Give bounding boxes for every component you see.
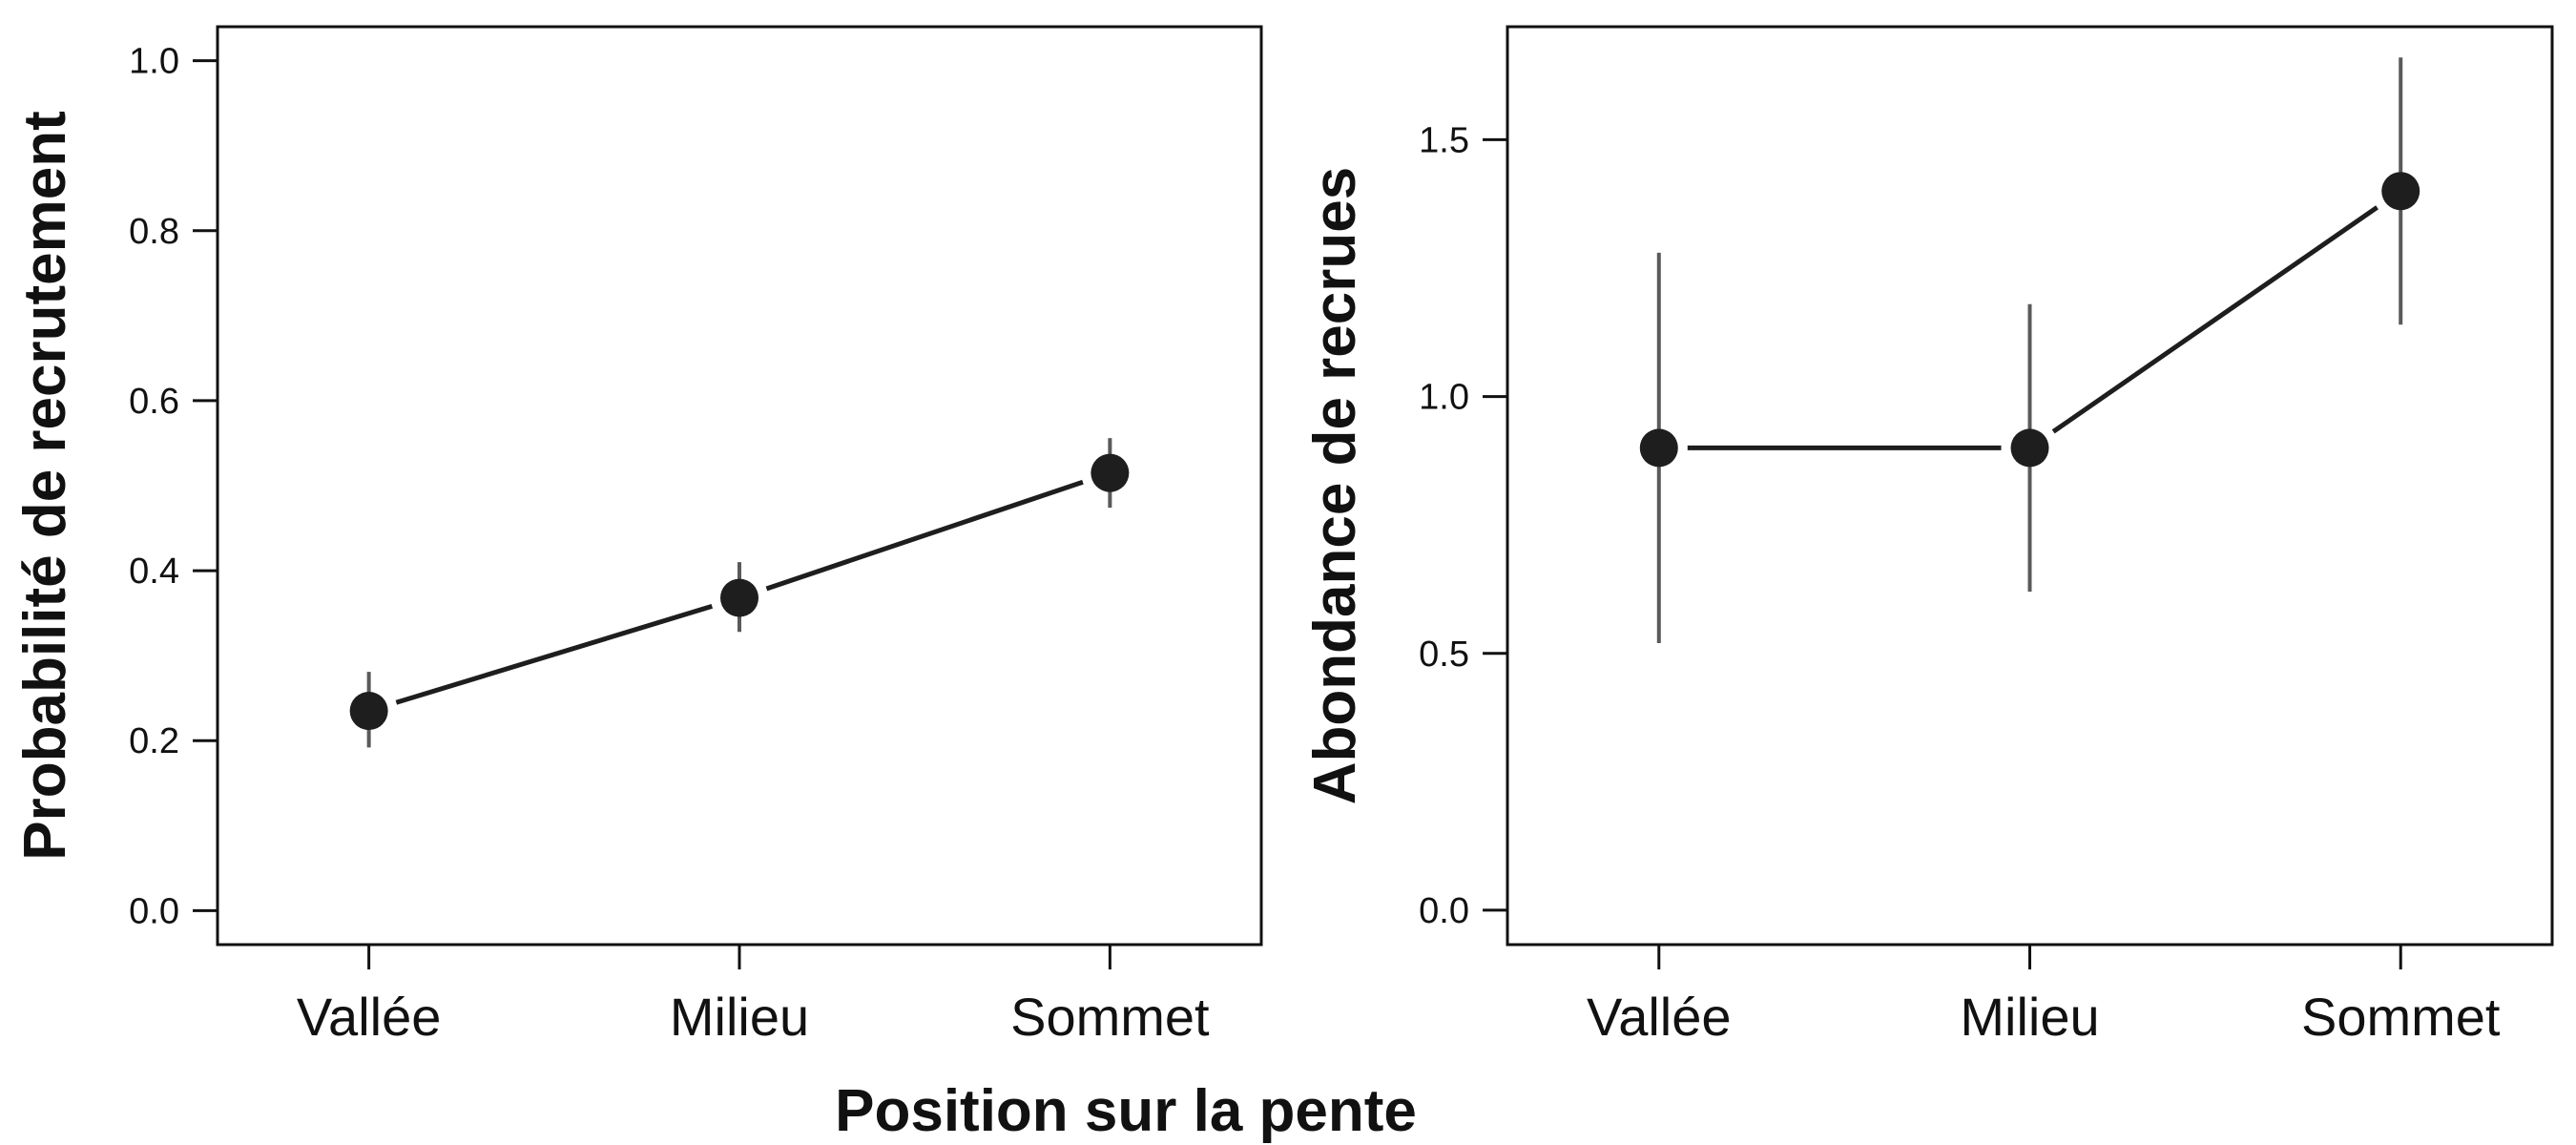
panel-recruitment-probability: 0.0 0.2 0.4 0.6 0.8 1.0 Vallée Milieu Sommet Prob… <box>12 25 1263 1047</box>
series-line-segment <box>395 603 714 705</box>
y-axis-title: Probabilité de recrutement <box>12 111 78 861</box>
shared-x-axis-title: Position sur la pente <box>835 1078 1417 1144</box>
data-point <box>1639 428 1678 468</box>
y-tick-label: 0.6 <box>129 382 179 422</box>
y-tick-label: 0.0 <box>1419 891 1469 931</box>
data-point <box>720 578 758 617</box>
y-axis-title: Abondance de recrues <box>1302 167 1368 804</box>
x-category-label: Vallée <box>1587 987 1732 1047</box>
series-line-segment <box>765 479 1084 592</box>
y-tick-label: 0.5 <box>1419 635 1469 675</box>
y-tick-label: 0.2 <box>129 721 179 761</box>
data-point <box>2381 172 2420 211</box>
x-category-label: Sommet <box>2301 987 2501 1047</box>
x-category-label: Milieu <box>670 987 809 1047</box>
y-tick-label: 0.0 <box>129 891 179 931</box>
y-tick-label: 1.0 <box>129 42 179 82</box>
data-point <box>349 692 388 731</box>
panel-recruit-abundance: 0.0 0.5 1.0 1.5 Vallée Milieu Sommet Abondance … <box>1302 25 2554 1047</box>
y-tick-label: 0.4 <box>129 552 179 592</box>
series-line-segment <box>2051 205 2379 434</box>
x-category-label: Sommet <box>1010 987 1210 1047</box>
y-tick-label: 1.5 <box>1419 120 1469 160</box>
data-point <box>1091 453 1130 492</box>
x-category-label: Milieu <box>1960 987 2099 1047</box>
y-tick-label: 1.0 <box>1419 378 1469 418</box>
data-point <box>2010 428 2049 468</box>
x-category-label: Vallée <box>297 987 442 1047</box>
y-tick-label: 0.8 <box>129 212 179 252</box>
